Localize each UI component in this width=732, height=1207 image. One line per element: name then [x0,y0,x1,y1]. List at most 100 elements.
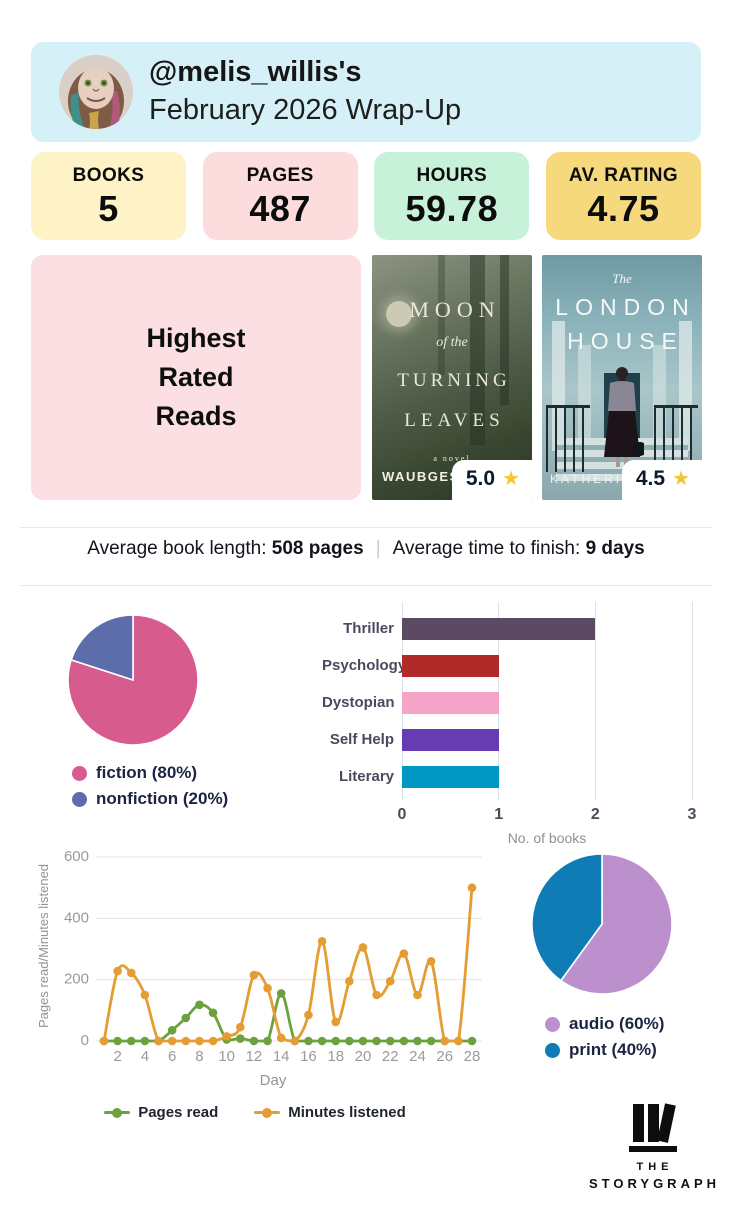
data-point [167,1025,177,1035]
book-title-word: LONDON [555,294,696,320]
data-point [317,1036,327,1046]
pie-slice-print [531,853,603,982]
format-pie-legend: audio (60%) print (40%) [545,1014,664,1060]
avg-time-value: 9 days [585,538,645,559]
legend-dot-icon [72,791,87,807]
data-point [426,956,436,966]
bar-row-self-help: Self Help [322,721,714,758]
averages-separator: | [375,538,381,559]
line-chart-x-tick: 10 [218,1048,235,1065]
book-cover-the-london-house: The LONDON HOUSE KATHERINE REAY 4.5 ★ [542,255,702,500]
bar-x-axis: 0 1 2 3 [398,806,697,826]
pie-slice-nonfiction [70,614,134,682]
header: @melis_willis's February 2026 Wrap-Up [31,42,701,142]
bar-row-literary: Literary [322,758,714,795]
book-title: The LONDON HOUSE [542,271,702,355]
book-title-word: TURNING [397,370,511,391]
line-chart-x-tick: 6 [168,1048,176,1065]
stat-box-hours: HOURS 59.78 [374,152,530,240]
stat-box-pages: PAGES 487 [202,152,358,240]
wrapup-title: February 2026 Wrap-Up [149,94,462,126]
line-chart-x-tick: 22 [382,1048,399,1065]
stat-value: 4.75 [587,188,660,229]
bar-track [402,617,692,640]
book-cover-moon-of-the-turning-leaves: MOON of the TURNING LEAVES a novel WAUBG… [372,255,532,500]
line-chart-x-tick: 28 [464,1048,481,1065]
line-chart-legend: Pages read Minutes listened [60,1104,450,1121]
avatar [59,55,133,129]
data-point [440,1036,450,1046]
rating-badge: 4.5 ★ [621,460,702,500]
bar [402,765,499,788]
bar-category-label: Literary [338,768,394,785]
bar-track [402,728,692,751]
line-chart-x-tick: 24 [409,1048,426,1065]
star-icon: ★ [502,468,520,490]
data-point [276,989,286,998]
legend-dot-icon [72,765,87,781]
line-chart-x-tick: 16 [300,1048,317,1065]
data-point [222,1032,231,1041]
books-icon [628,1103,677,1152]
avg-time-label: Average time to finish: [392,538,581,559]
data-point [235,1022,245,1032]
username: @melis_willis's [149,56,362,89]
line-chart-x-tick: 2 [113,1048,121,1065]
line-marker-icon [254,1107,281,1118]
divider [20,527,712,528]
data-point [113,966,122,976]
data-point [304,1010,313,1020]
data-point [345,1036,354,1046]
line-series-pages-read [102,992,474,1043]
data-point [154,1036,163,1046]
line-x-axis-label: Day [259,1072,287,1089]
highest-rated-label: Rated [158,361,234,392]
bar [402,728,499,751]
data-point [140,1036,150,1046]
data-point [358,1036,368,1046]
pie-slice-fiction [67,614,199,746]
data-point [399,949,409,958]
data-point [331,1036,341,1046]
bar [402,691,499,714]
line-chart-x-tick: 26 [436,1048,453,1065]
cover-art-tree [470,255,485,445]
line-chart-x-tick: 4 [141,1048,149,1065]
line-chart-x-tick: 18 [327,1048,344,1065]
legend-item-nonfiction: nonfiction (20%) [72,789,228,809]
cover-art-moon [386,301,412,327]
data-point [290,1036,300,1046]
stat-value: 5 [98,188,119,229]
line-chart-x-tick: 14 [273,1048,290,1065]
cover-art-tree [438,255,445,375]
genre-bar-chart: Thriller Psychology Dystopian Self Help Lite… [322,602,714,852]
data-point [454,1036,463,1046]
bar-row-psychology: Psychology [322,647,714,684]
cover-art-woman [604,367,644,467]
data-point [413,990,422,1000]
avg-length-label: Average book length: [87,538,267,559]
fiction-pie-legend: fiction (80%) nonfiction (20%) [72,763,228,809]
stat-box-books: BOOKS 5 [31,152,186,240]
bar [402,654,499,677]
stat-box-av-rating: AV. RATING 4.75 [545,152,701,240]
data-point [345,976,354,986]
data-point [399,1036,409,1046]
bar-row-thriller: Thriller [322,610,714,647]
data-point [113,1036,122,1046]
rating-value: 5.0 [465,467,496,490]
data-point [426,1036,436,1046]
bar-gridline [594,602,596,800]
averages-line: Average book length: 508 pages | Average t… [0,538,732,560]
format-pie-chart [531,853,673,995]
data-point [208,1008,218,1018]
cover-art-tree [500,255,509,405]
line-y-axis-label: Pages read/Minutes listened [36,863,51,1029]
legend-dot-icon [545,1042,560,1058]
rating-badge: 5.0 ★ [451,460,532,500]
bar-row-dystopian: Dystopian [322,684,714,721]
data-point [413,1036,422,1046]
star-icon: ★ [672,468,690,490]
